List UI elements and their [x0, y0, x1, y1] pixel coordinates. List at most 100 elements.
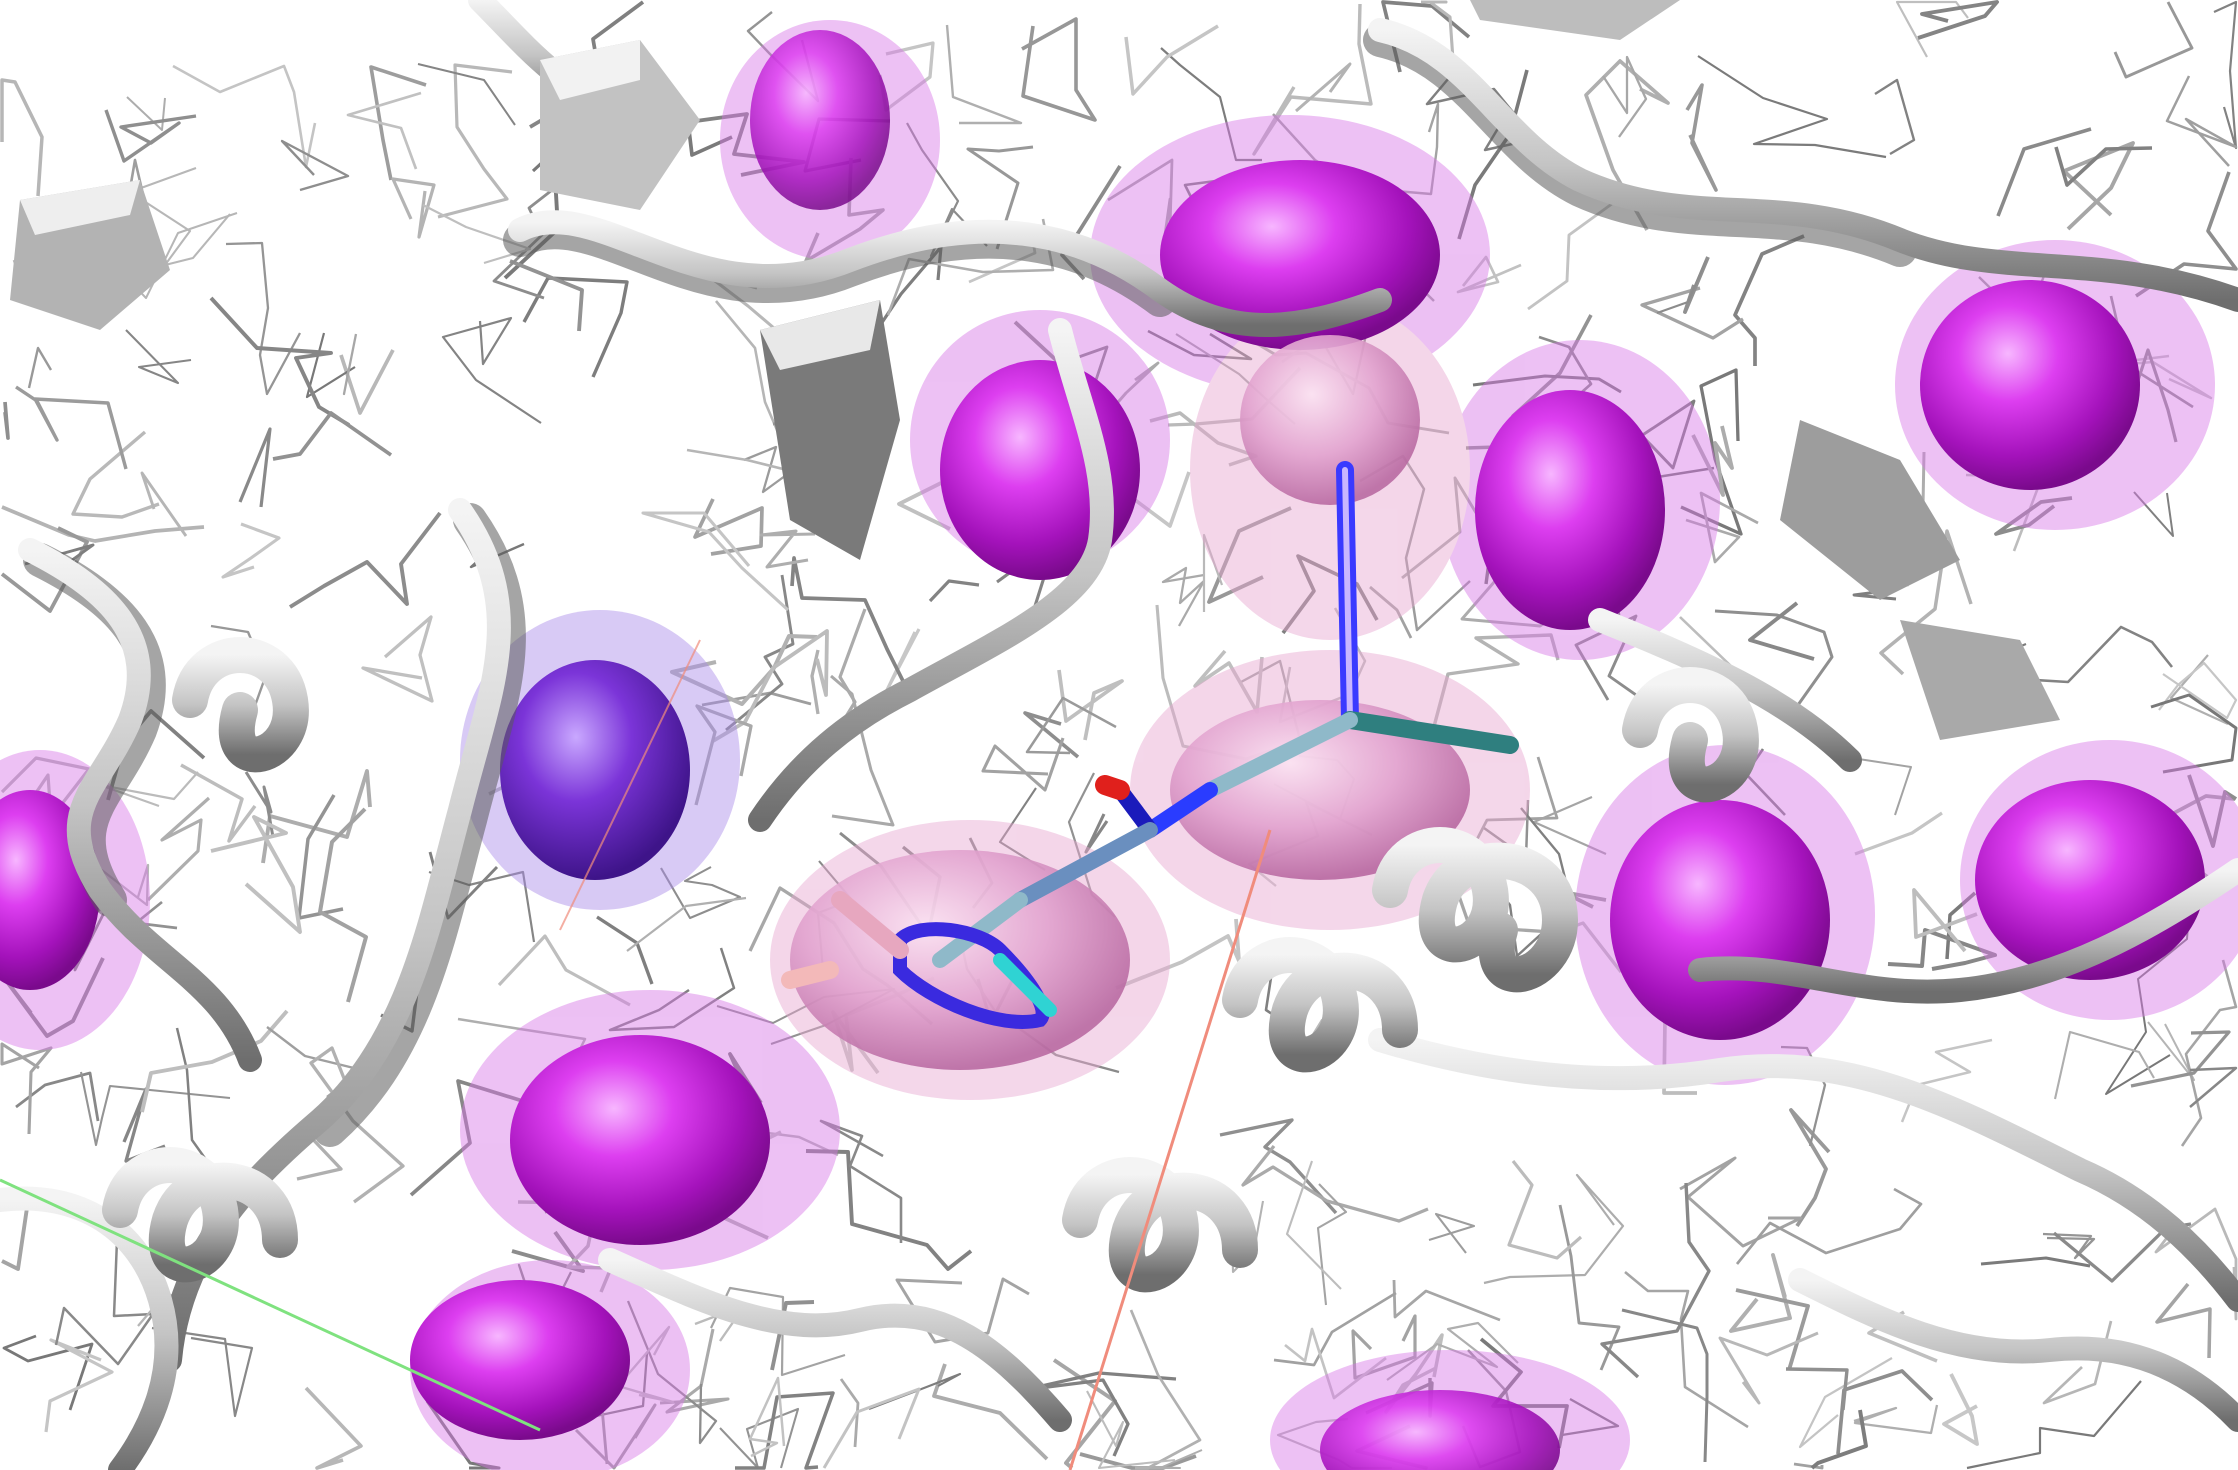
sidechain-stick [2, 1334, 94, 1411]
pocket-sphere [1170, 700, 1470, 880]
sidechain-stick [981, 737, 1065, 792]
sidechain-stick [1457, 69, 1529, 240]
sidechain-stick [2147, 1021, 2195, 1081]
sidechain-stick [369, 65, 427, 181]
sidechain-stick [1561, 1397, 1620, 1437]
sidechain-stick [1428, 1212, 1476, 1254]
pocket-sphere [790, 850, 1130, 1070]
sidechain-stick [244, 771, 275, 838]
helix [172, 637, 309, 773]
ribbon-loop [508, 210, 1392, 337]
sidechain-stick [1193, 649, 1264, 714]
sidechain-stick [945, 24, 1023, 125]
sidechain-stick [1284, 1327, 1387, 1400]
sheet [1900, 620, 2060, 740]
sidechain-stick [1793, 1462, 1824, 1470]
sidechain-stick [574, 1403, 657, 1470]
sidechain-stick [1680, 368, 1743, 536]
sidechain-stick [1252, 3, 1373, 156]
sidechain-stick [659, 1328, 730, 1414]
sidechain-stick [221, 522, 281, 579]
sidechain-stick [1697, 55, 1887, 159]
sidechain-stick [272, 411, 393, 461]
sidechain-stick [1735, 1187, 1923, 1265]
sidechain-stick [897, 481, 951, 531]
sidechain-stick [2042, 1232, 2096, 1260]
sidechain-stick [660, 866, 742, 920]
sidechain-stick [1147, 329, 1253, 361]
sidechain-stick [2187, 774, 2238, 848]
sidechain-stick [1785, 1367, 1849, 1411]
helix [1222, 937, 1418, 1073]
sidechain-stick [1384, 1333, 1444, 1414]
sidechain-stick [1281, 554, 1379, 635]
ligand [781, 461, 1519, 1029]
contact-line-red [559, 639, 701, 931]
helix [1372, 827, 1579, 993]
pocket-sphere [510, 1035, 770, 1245]
sidechain-stick [839, 1378, 860, 1448]
sidechain-stick [0, 1042, 53, 1135]
ribbon-loop [1368, 18, 2238, 312]
sidechain-stick [1273, 1291, 1397, 1367]
sidechain-stick [670, 634, 818, 706]
sidechain-stick [819, 1119, 903, 1243]
sidechain-stick [1714, 609, 1834, 706]
sidechain-stick [1430, 633, 1560, 735]
ribbon-loop [18, 538, 262, 1072]
sidechain-stick [1602, 55, 1648, 138]
sidechain-stick [1025, 696, 1117, 755]
sidechain-stick [497, 934, 631, 1007]
sidechain-stick [805, 1149, 973, 1271]
sidechain-stick [126, 96, 166, 131]
pocket-sphere [1475, 390, 1665, 630]
sidechain-stick [932, 1363, 1049, 1461]
sidechain-stick [770, 1300, 815, 1371]
sheet [540, 40, 640, 100]
sidechain-stick [608, 947, 736, 1032]
sidechain-stick [3, 401, 10, 440]
sidechain-stick [1789, 1108, 1831, 1228]
sidechain-stick [1624, 1270, 1749, 1429]
sidechain-stick [288, 511, 442, 609]
sidechain-stick [1685, 83, 1718, 192]
sidechain-stick [1942, 1373, 1979, 1446]
sidechain-stick [1874, 78, 1916, 156]
sidechain-stick [437, 63, 513, 219]
sidechain-stick [1472, 374, 1622, 394]
sidechain-stick [1854, 811, 1943, 856]
pocket-sphere [410, 1280, 630, 1440]
sidechain-stick [318, 807, 368, 1003]
sidechain-stick [238, 427, 272, 508]
sidechain-stick [1316, 1183, 1348, 1306]
sidechain-stick [71, 430, 160, 519]
sidechain-stick [79, 1071, 231, 1147]
sidechain-stick [98, 771, 199, 808]
sidechain-stick [928, 579, 980, 603]
sidechain-stick [1718, 1331, 1819, 1405]
ligand-bond [781, 961, 839, 989]
sidechain-stick [1, 1200, 30, 1271]
sidechain-stick [209, 296, 351, 427]
sidechain-stick [2155, 1282, 2212, 1359]
sidechain-stick [1507, 1160, 1583, 1260]
sidechain-stick [172, 64, 317, 169]
ribbon-loop [1788, 1268, 2238, 1432]
sidechain-stick [2150, 693, 2238, 774]
ligand-bond [1341, 711, 1519, 754]
sidechain-stick [1115, 918, 1241, 990]
sidechain-stick [1798, 1357, 1893, 1449]
sidechain-stick [425, 1400, 501, 1470]
sidechain-stick [104, 109, 197, 163]
sidechain-stick [125, 329, 192, 385]
sidechain-stick [1057, 669, 1124, 741]
helix [102, 1147, 298, 1283]
helix [1622, 667, 1759, 803]
sidechain-stick [735, 1391, 835, 1470]
sidechain-stick [1124, 24, 1219, 96]
sidechain-stick [44, 1338, 114, 1433]
sidechain-stick [140, 471, 188, 537]
sidechain-stick [261, 769, 372, 864]
sidechain-stick [2158, 661, 2238, 720]
